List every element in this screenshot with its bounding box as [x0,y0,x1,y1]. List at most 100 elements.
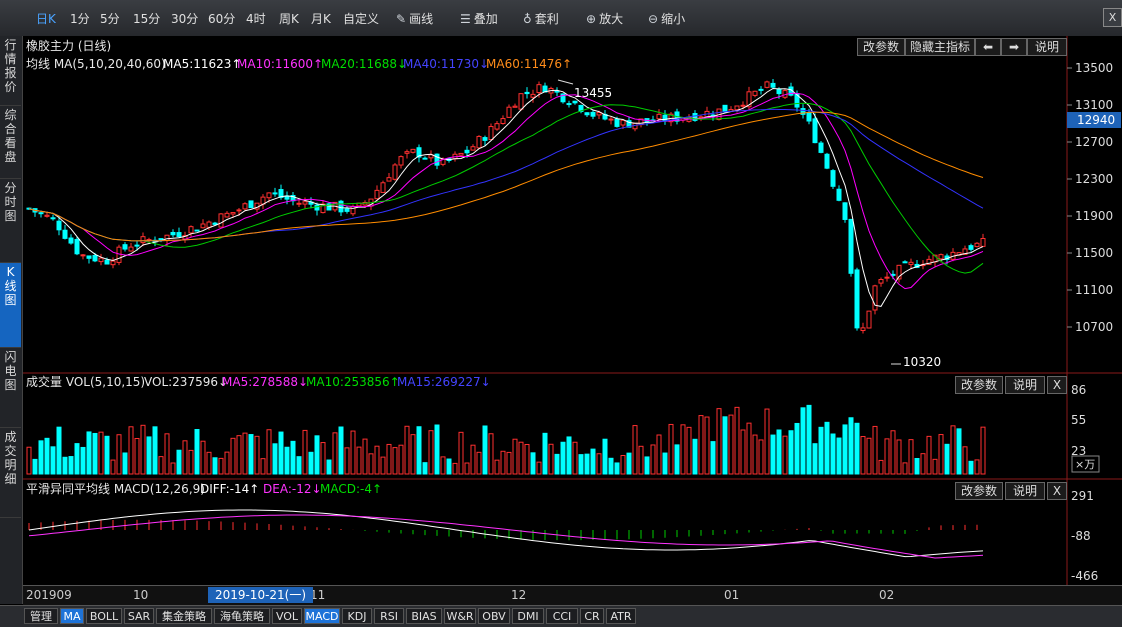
sidebar-tab-overview[interactable]: 综合看盘 [0,106,21,179]
period-15min-button[interactable]: 15分 [133,12,161,26]
indicator-tab-[interactable]: 海龟策略 [214,608,270,624]
volume-bar [182,440,188,475]
period-daily-button[interactable]: 日K [36,12,56,26]
candle-body [134,244,140,247]
indicator-tab-cr[interactable]: CR [580,608,604,624]
scroll-right-button[interactable]: ➡ [1001,38,1027,56]
sidebar-tab-quotes[interactable]: 行情报价 [0,36,21,106]
period-30min-button[interactable]: 30分 [171,12,199,26]
indicator-tab-boll[interactable]: BOLL [86,608,122,624]
volume-bar [884,438,890,475]
volume-bar [758,439,764,475]
volume-edit-params-button[interactable]: 改参数 [955,376,1003,394]
overlay-button[interactable]: ☰ 叠加 [460,10,498,27]
volume-bar [800,407,806,475]
candle-body [176,232,182,237]
zoom-out-button[interactable]: ⊖ 缩小 [648,10,685,27]
price-tick-label: 12300 [1075,172,1113,186]
indicator-tab-bias[interactable]: BIAS [406,608,442,624]
candle-body [560,93,566,103]
indicator-tab-atr[interactable]: ATR [606,608,636,624]
volume-bar [326,459,332,475]
ma60-line [28,111,984,242]
candle-body [140,236,146,244]
zoom-in-button[interactable]: ⊕ 放大 [586,10,623,27]
indicator-tab-ma[interactable]: MA [60,608,84,624]
indicator-tab-wr[interactable]: W&R [444,608,476,624]
custom-period-button[interactable]: 自定义 [343,12,380,26]
price-help-button[interactable]: 说明 [1027,38,1067,56]
indicator-tab-obv[interactable]: OBV [478,608,510,624]
candle-body [248,200,254,209]
macd-edit-params-button[interactable]: 改参数 [955,482,1003,500]
indicator-tab-[interactable]: 集金策略 [156,608,212,624]
period-1min-button[interactable]: 1分 [70,12,90,26]
price-tick-label: 11900 [1075,209,1113,223]
indicator-tab-cci[interactable]: CCI [546,608,578,624]
volume-bar [380,456,386,475]
sidebar-tab-trades[interactable]: 成交明细 [0,428,21,518]
volume-bar [116,434,122,475]
candle-body [170,231,176,236]
period-monthly-button[interactable]: 月K [311,12,331,26]
volume-bar [458,431,464,475]
candle-body [422,157,428,160]
volume-bar [830,433,836,475]
volume-bar [176,449,182,475]
candle-body [860,327,866,331]
volume-bar [218,457,224,475]
candle-body [278,189,284,198]
candle-body [338,200,344,213]
volume-bar [434,424,440,475]
volume-bar [872,425,878,475]
volume-bar [452,462,458,475]
macd-help-button[interactable]: 说明 [1005,482,1045,500]
volume-help-button[interactable]: 说明 [1005,376,1045,394]
sidebar-tab-flash[interactable]: 闪电图 [0,348,21,428]
volume-bar [152,426,158,475]
hide-main-indicator-button[interactable]: 隐藏主指标 [905,38,975,56]
price-edit-params-button[interactable]: 改参数 [857,38,905,56]
low-price-label: 10320 [903,355,941,369]
candle-body [620,119,626,126]
candle-body [806,112,812,122]
candle-body [962,248,968,255]
indicator-tab-kdj[interactable]: KDJ [342,608,372,624]
volume-bar [614,462,620,475]
sidebar-tab-timeshare[interactable]: 分时图 [0,179,21,263]
candle-body [236,209,242,212]
period-weekly-button[interactable]: 周K [279,12,299,26]
candle-body [80,254,86,257]
draw-line-button[interactable]: ✎ 画线 [396,10,433,27]
kline-chart-area[interactable]: 13500 13100 12700 12300 11900 11500 11100 10700… [23,36,1122,585]
kline-chart-svg[interactable]: 13500 13100 12700 12300 11900 11500 11100 10700… [23,36,1122,585]
indicator-tab-dmi[interactable]: DMI [512,608,544,624]
volume-bar [128,426,134,475]
period-4h-button[interactable]: 4时 [246,12,266,26]
indicator-tab-rsi[interactable]: RSI [374,608,404,624]
volume-close-button[interactable]: X [1047,376,1067,394]
period-60min-button[interactable]: 60分 [208,12,236,26]
volume-bar [98,431,104,475]
volume-bar [224,451,230,475]
candle-body [362,202,368,206]
volume-bar [632,425,638,475]
volume-bar [260,458,266,475]
indicator-tab-macd[interactable]: MACD [304,608,340,624]
volume-bar [860,436,866,475]
close-button[interactable]: X [1103,8,1122,27]
volume-bar [512,438,518,475]
macd-close-button[interactable]: X [1047,482,1067,500]
period-5min-button[interactable]: 5分 [100,12,120,26]
volume-tick-55: 55 [1071,413,1086,427]
volume-bar [938,434,944,475]
scroll-left-button[interactable]: ⬅ [975,38,1001,56]
indicator-tab-[interactable]: 管理 [24,608,58,624]
arbitrage-button[interactable]: ♁ 套利 [523,10,559,27]
indicator-tab-vol[interactable]: VOL [272,608,302,624]
date-label-11: 11 [310,588,326,602]
indicator-tab-sar[interactable]: SAR [124,608,154,624]
volume-bar [722,416,728,475]
